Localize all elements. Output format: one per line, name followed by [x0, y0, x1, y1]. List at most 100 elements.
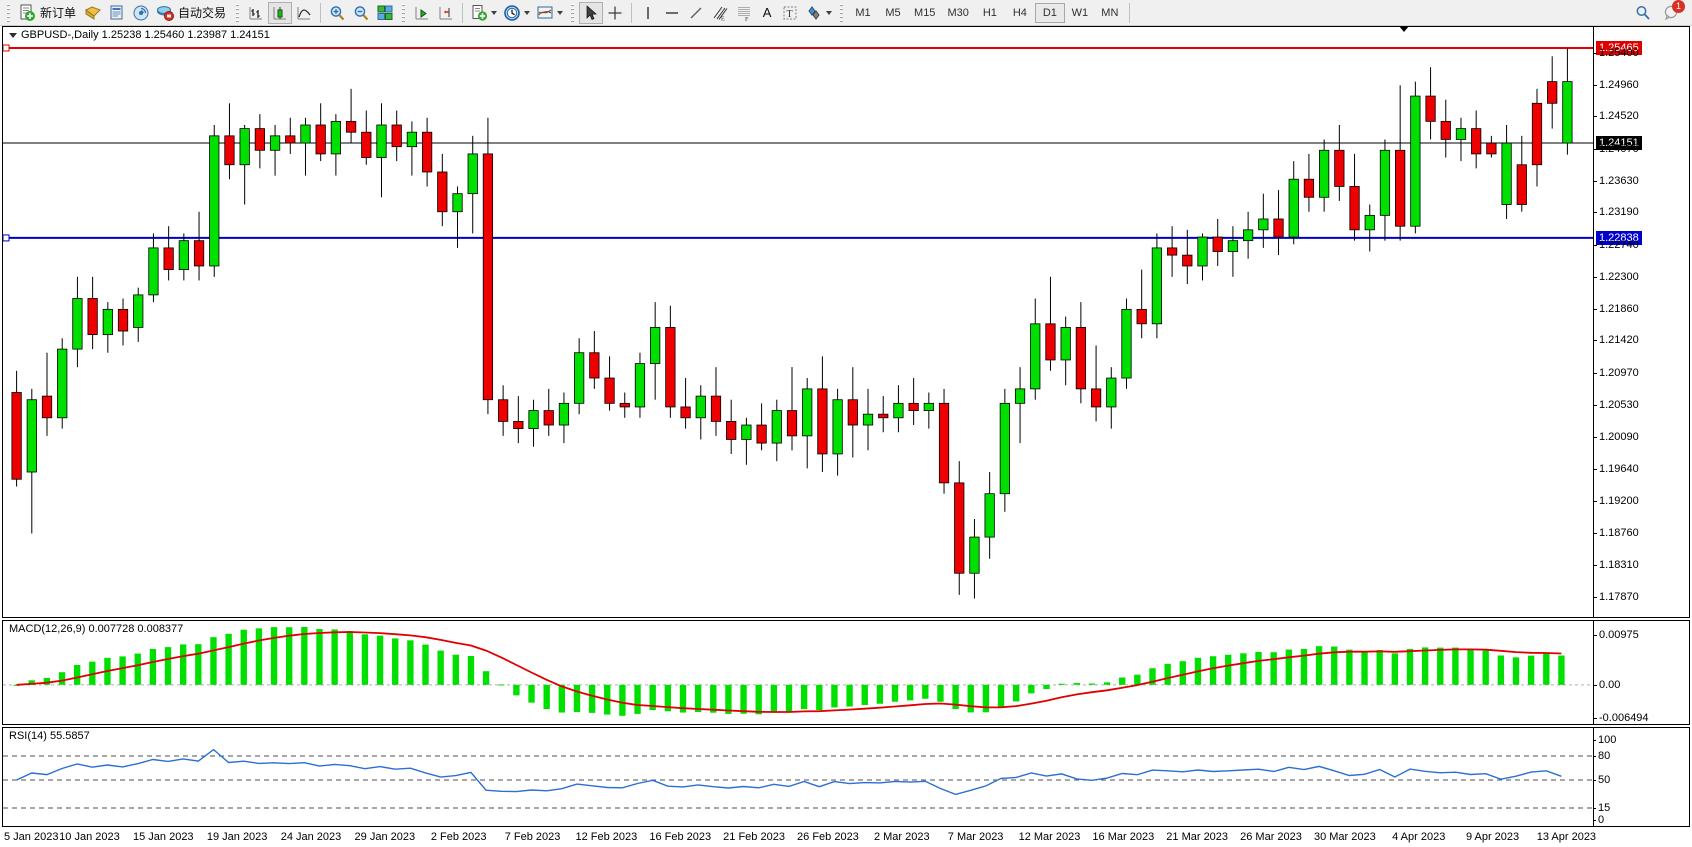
crosshair-button[interactable]	[603, 2, 627, 24]
macd-histogram-bar	[255, 628, 263, 685]
time-axis[interactable]: 5 Jan 2023 10 Jan 2023 15 Jan 2023 19 Jan 2…	[2, 829, 1690, 847]
price-panel[interactable]: GBPUSD-,Daily 1.25238 1.25460 1.23987 1.…	[2, 26, 1690, 618]
chart-cursor-marker	[1399, 26, 1410, 32]
zoom-in-button[interactable]	[325, 2, 349, 24]
cursor-button[interactable]	[579, 1, 604, 24]
macd-histogram-bar	[1376, 649, 1383, 685]
candle	[1410, 81, 1421, 234]
candlestick-chart-button[interactable]	[268, 1, 293, 24]
text-label-icon: T	[781, 4, 799, 22]
timeframe-button-h4[interactable]: H4	[1012, 6, 1027, 19]
clock-icon	[503, 4, 521, 22]
chart-shift-button[interactable]	[434, 2, 458, 24]
notifications-icon[interactable]: 1	[1662, 0, 1685, 23]
candle	[923, 392, 934, 429]
candle	[1227, 226, 1239, 277]
chevron-down-icon-3[interactable]	[557, 10, 564, 15]
price-label-highlight[interactable]: 1.25465	[1596, 40, 1642, 55]
crosshair-icon	[606, 4, 624, 22]
candle	[513, 396, 524, 444]
macd-histogram-bar	[710, 684, 717, 713]
timeframe-button-m30[interactable]: M30	[947, 6, 969, 19]
cursor-icon	[582, 4, 600, 22]
toolbar-grip[interactable]	[5, 2, 12, 23]
candle	[817, 356, 828, 473]
text-label-button[interactable]: T	[778, 2, 802, 24]
price-label-highlight[interactable]: 1.24151	[1596, 135, 1642, 150]
chevron-down-icon[interactable]	[491, 10, 498, 15]
price-label-highlight[interactable]: 1.22838	[1596, 230, 1642, 245]
timeframe-button-m5[interactable]: M5	[885, 6, 901, 19]
candle	[1151, 233, 1163, 339]
tile-windows-button[interactable]	[373, 2, 397, 24]
date-tick-label: 26 Feb 2023	[797, 831, 859, 843]
candle	[437, 153, 448, 227]
chart-area[interactable]: GBPUSD-,Daily 1.25238 1.25460 1.23987 1.…	[0, 26, 1692, 847]
chevron-down-icon-4[interactable]	[826, 10, 833, 15]
resistance-anchor[interactable]	[3, 44, 10, 52]
rsi-plot	[3, 728, 1689, 826]
support-anchor[interactable]	[3, 234, 10, 242]
vertical-line-button[interactable]	[636, 2, 660, 24]
templates-button[interactable]	[467, 2, 500, 24]
macd-histogram-bar	[179, 644, 187, 685]
search-icon[interactable]	[1634, 4, 1652, 22]
candle	[345, 88, 357, 144]
candle	[1258, 193, 1269, 248]
text-button[interactable]: A	[756, 2, 778, 24]
candle	[741, 417, 752, 465]
macd-histogram-bar	[1149, 668, 1156, 685]
candle	[1486, 135, 1497, 158]
toolbar-grip-3[interactable]	[400, 2, 408, 23]
candle	[209, 124, 220, 277]
macd-histogram-bar	[543, 684, 550, 710]
bar-chart-button[interactable]	[244, 2, 268, 24]
price-tick-label: 1.22300	[1594, 270, 1639, 283]
toolbar-grip-5[interactable]	[838, 2, 846, 23]
terminal-button[interactable]	[105, 2, 129, 24]
shapes-button[interactable]	[802, 2, 835, 24]
new-order-button[interactable]: 新订单	[15, 2, 81, 24]
macd-histogram-bar	[1452, 647, 1459, 685]
timeframe-button-mn[interactable]: MN	[1101, 6, 1119, 19]
toolbar-grip-4[interactable]	[569, 2, 577, 23]
collapse-arrow-icon[interactable]	[9, 32, 17, 38]
macd-scale[interactable]: 0.00975 0.00 -0.006494	[1593, 621, 1689, 724]
chevron-down-icon-2[interactable]	[524, 10, 531, 15]
macd-histogram-bar	[649, 684, 656, 711]
timeframe-button-w1[interactable]: W1	[1071, 6, 1089, 19]
rsi-tick-label: 15	[1592, 802, 1611, 814]
candle	[1501, 124, 1512, 219]
macd-histogram-bar	[89, 661, 96, 685]
trendline-button[interactable]	[684, 2, 708, 24]
line-chart-button[interactable]	[292, 2, 316, 24]
candle	[665, 305, 676, 418]
autotrading-button[interactable]: 自动交易	[153, 2, 231, 24]
horizontal-line-button[interactable]	[660, 2, 684, 24]
mql5-community-button[interactable]	[81, 2, 105, 24]
auto-scroll-button[interactable]	[410, 2, 434, 24]
date-tick-label: 2 Feb 2023	[430, 831, 487, 843]
rsi-panel[interactable]: RSI(14) 55.5857 100 80 50 15 0	[2, 727, 1690, 827]
timeframe-button-m1[interactable]: M1	[855, 6, 871, 19]
price-scale[interactable]: 1.25465 1.25400 1.24960 1.24520 1.24151 1.240…	[1593, 27, 1689, 617]
signals-button[interactable]	[129, 2, 153, 24]
macd-histogram-bar	[1013, 684, 1020, 702]
date-tick-label: 7 Mar 2023	[947, 831, 1004, 843]
timeframe-button-h1[interactable]: H1	[982, 6, 997, 19]
timeframe-button-d1[interactable]: D1	[1034, 2, 1065, 23]
macd-label: MACD(12,26,9) 0.007728 0.008377	[7, 623, 186, 635]
toolbar-grip-2[interactable]	[234, 2, 242, 23]
macd-panel[interactable]: MACD(12,26,9) 0.007728 0.008377 0.00975 0…	[2, 620, 1690, 725]
fibonacci-button[interactable]: F	[732, 2, 756, 24]
zoom-out-button[interactable]	[349, 2, 373, 24]
indicators-button[interactable]	[533, 2, 566, 24]
timeframe-button-m15[interactable]: M15	[914, 6, 936, 19]
candle	[908, 378, 919, 426]
macd-histogram-bar	[392, 638, 399, 685]
macd-histogram-bar	[316, 629, 323, 685]
macd-histogram-bar	[1346, 649, 1353, 685]
period-button[interactable]	[500, 2, 533, 24]
equidistant-channel-button[interactable]: E	[708, 2, 732, 24]
rsi-scale[interactable]: 100 80 50 15 0	[1592, 728, 1689, 826]
